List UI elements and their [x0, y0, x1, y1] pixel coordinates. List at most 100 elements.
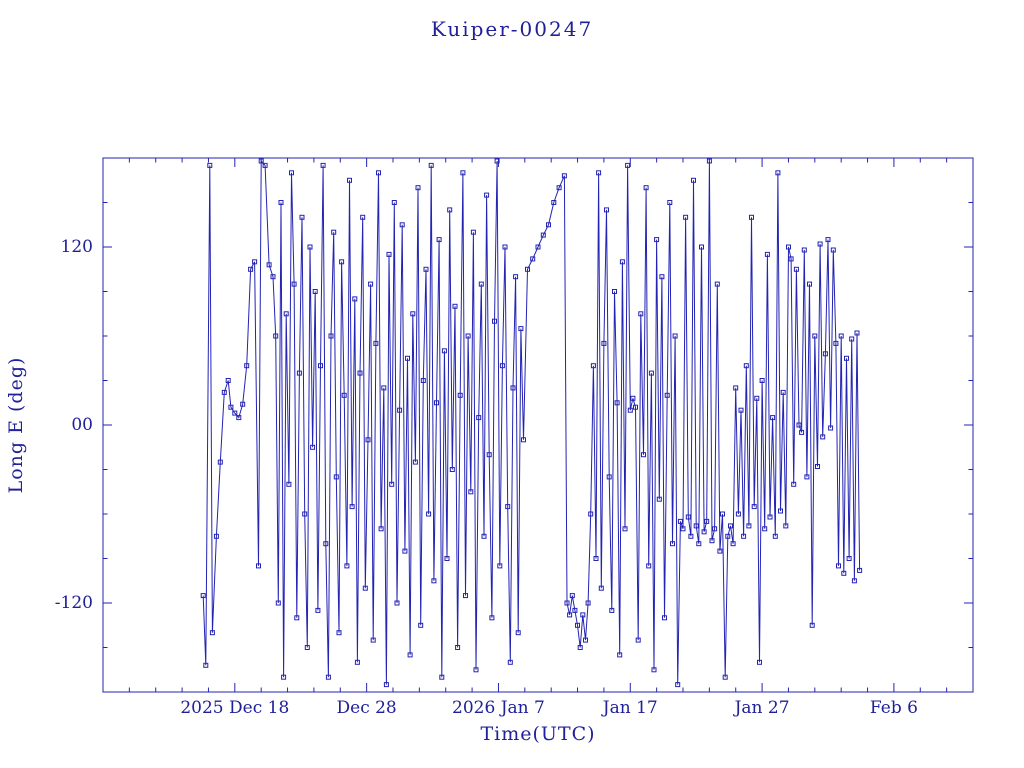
- data-series: [200, 158, 863, 688]
- data-point-marker: [643, 185, 649, 191]
- data-point-marker: [310, 444, 316, 450]
- data-point-marker: [262, 162, 268, 168]
- data-point-marker: [294, 615, 300, 621]
- y-tick-label: 120: [60, 237, 93, 257]
- data-point-marker: [738, 407, 744, 413]
- data-point-marker: [368, 281, 374, 287]
- data-point-marker: [622, 526, 628, 532]
- data-point-marker: [664, 392, 670, 398]
- data-point-marker: [240, 401, 246, 407]
- data-point-marker: [213, 533, 219, 539]
- data-point-marker: [513, 274, 519, 280]
- data-point-marker: [604, 207, 609, 213]
- data-point-marker: [551, 200, 557, 205]
- data-point-marker: [593, 556, 599, 561]
- data-point-marker: [452, 303, 458, 309]
- data-point-marker: [510, 385, 516, 391]
- data-point-marker: [299, 214, 305, 220]
- data-point-marker: [244, 363, 250, 369]
- data-point-marker: [283, 311, 289, 317]
- data-point-marker: [209, 630, 215, 636]
- data-point-marker: [486, 452, 492, 458]
- data-point-marker: [463, 593, 468, 599]
- data-point-marker: [841, 570, 847, 576]
- chart-title: Kuiper-00247: [430, 17, 594, 41]
- data-point-marker: [680, 526, 686, 532]
- data-point-marker: [362, 585, 368, 591]
- data-point-marker: [370, 637, 376, 643]
- data-point-marker: [484, 192, 490, 198]
- data-point-marker: [625, 162, 631, 168]
- data-point-marker: [389, 481, 395, 487]
- data-point-marker: [449, 467, 455, 472]
- data-point-marker: [436, 237, 442, 243]
- data-point-marker: [735, 511, 741, 517]
- data-point-marker: [423, 266, 429, 272]
- data-point-marker: [407, 652, 413, 658]
- data-point-marker: [349, 504, 355, 510]
- data-point-marker: [749, 214, 754, 220]
- data-point-marker: [344, 563, 350, 569]
- data-point-marker: [333, 474, 339, 480]
- data-point-marker: [365, 437, 371, 443]
- data-point-marker: [614, 400, 620, 406]
- data-point-marker: [444, 556, 450, 561]
- data-point-marker: [200, 593, 206, 599]
- data-point-marker: [481, 533, 487, 539]
- data-point-marker: [507, 659, 513, 665]
- data-point-marker: [635, 637, 641, 643]
- data-point-marker: [598, 585, 604, 591]
- data-point-marker: [357, 370, 363, 376]
- data-point-marker: [691, 177, 696, 183]
- data-point-marker: [646, 563, 652, 569]
- data-point-marker: [525, 266, 530, 272]
- data-point-marker: [630, 395, 636, 401]
- data-point-marker: [217, 459, 223, 465]
- data-point-marker: [556, 185, 562, 191]
- data-point-marker: [609, 607, 615, 613]
- data-point-marker: [662, 615, 667, 621]
- data-point-marker: [728, 523, 733, 529]
- data-point-marker: [476, 415, 482, 421]
- data-point-marker: [572, 607, 578, 613]
- data-point-marker: [791, 481, 797, 487]
- data-point-marker: [799, 429, 805, 435]
- data-point-marker: [670, 541, 675, 547]
- x-tick-label: Dec 28: [336, 698, 397, 718]
- data-point-marker: [788, 256, 794, 262]
- data-point-marker: [693, 523, 699, 529]
- data-point-marker: [683, 214, 689, 220]
- data-point-marker: [822, 351, 828, 357]
- data-point-marker: [796, 422, 802, 428]
- data-point-marker: [207, 162, 213, 168]
- data-point-marker: [817, 241, 823, 247]
- data-point-marker: [505, 504, 511, 510]
- data-point-marker: [854, 330, 860, 336]
- data-point-marker: [410, 311, 416, 317]
- data-point-marker: [651, 667, 657, 673]
- data-point-marker: [470, 229, 476, 235]
- data-point-marker: [289, 170, 294, 176]
- data-point-marker: [659, 274, 665, 280]
- data-point-marker: [420, 378, 426, 383]
- x-tick-label: 2026 Jan 7: [452, 698, 545, 718]
- data-point-marker: [546, 222, 551, 228]
- data-point-marker: [588, 511, 594, 517]
- data-point-marker: [722, 674, 728, 680]
- data-point-marker: [373, 340, 379, 346]
- data-point-marker: [641, 452, 646, 458]
- data-point-marker: [741, 533, 747, 539]
- x-tick-label: Jan 27: [734, 698, 790, 718]
- data-point-marker: [381, 385, 387, 391]
- data-point-marker: [617, 652, 623, 658]
- data-point-marker: [743, 363, 749, 369]
- data-point-marker: [286, 481, 292, 487]
- data-point-marker: [412, 459, 418, 465]
- data-point-marker: [455, 645, 461, 650]
- data-point-marker: [328, 333, 334, 339]
- data-point-marker: [828, 425, 834, 431]
- data-point-marker: [376, 170, 381, 176]
- data-point-marker: [460, 170, 466, 176]
- data-point-marker: [341, 392, 347, 398]
